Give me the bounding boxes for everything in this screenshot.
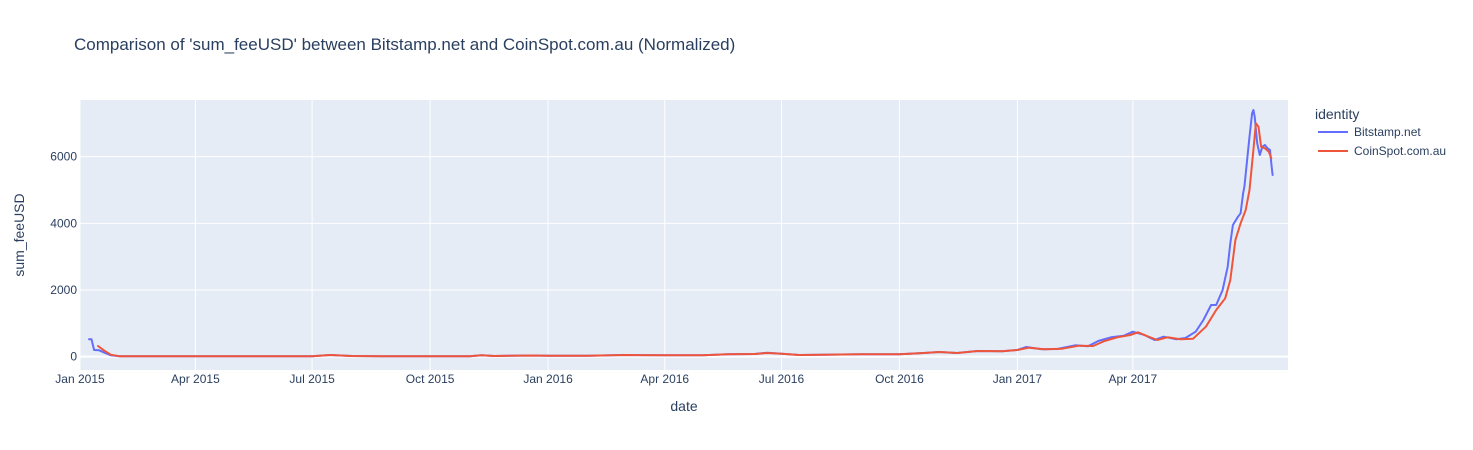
y-tick-label: 0 bbox=[70, 350, 77, 364]
y-tick-label: 2000 bbox=[50, 283, 77, 297]
legend-item[interactable]: Bitstamp.net bbox=[1318, 125, 1421, 139]
series-line-coinspot-com-au[interactable] bbox=[97, 122, 1273, 358]
x-tick-label: Oct 2015 bbox=[406, 372, 455, 386]
y-axis-title: sum_feeUSD bbox=[11, 193, 27, 276]
chart-title: Comparison of 'sum_feeUSD' between Bitst… bbox=[74, 35, 735, 54]
y-tick-label: 4000 bbox=[50, 216, 77, 230]
series-lines bbox=[88, 109, 1274, 358]
x-tick-label: Jul 2015 bbox=[289, 372, 335, 386]
x-tick-label: Jul 2016 bbox=[759, 372, 805, 386]
axis-ticks: Jan 2015 Apr 2015 Jul 2015 Oct 2015 Jan 2016… bbox=[50, 150, 1157, 386]
x-axis-title: date bbox=[670, 398, 697, 414]
legend-label: CoinSpot.com.au bbox=[1354, 144, 1446, 158]
legend-title: identity bbox=[1315, 106, 1359, 122]
legend-item[interactable]: CoinSpot.com.au bbox=[1318, 144, 1446, 158]
x-tick-label: Apr 2017 bbox=[1108, 372, 1157, 386]
x-tick-label: Apr 2016 bbox=[640, 372, 689, 386]
legend-label: Bitstamp.net bbox=[1354, 125, 1421, 139]
x-tick-label: Apr 2015 bbox=[171, 372, 220, 386]
y-tick-label: 6000 bbox=[50, 150, 77, 164]
x-tick-label: Jan 2015 bbox=[55, 372, 105, 386]
legend[interactable]: identity Bitstamp.net CoinSpot.com.au bbox=[1315, 106, 1446, 158]
x-tick-label: Oct 2016 bbox=[875, 372, 924, 386]
plot-area bbox=[80, 100, 1288, 370]
x-tick-label: Jan 2017 bbox=[993, 372, 1043, 386]
x-tick-label: Jan 2016 bbox=[523, 372, 573, 386]
